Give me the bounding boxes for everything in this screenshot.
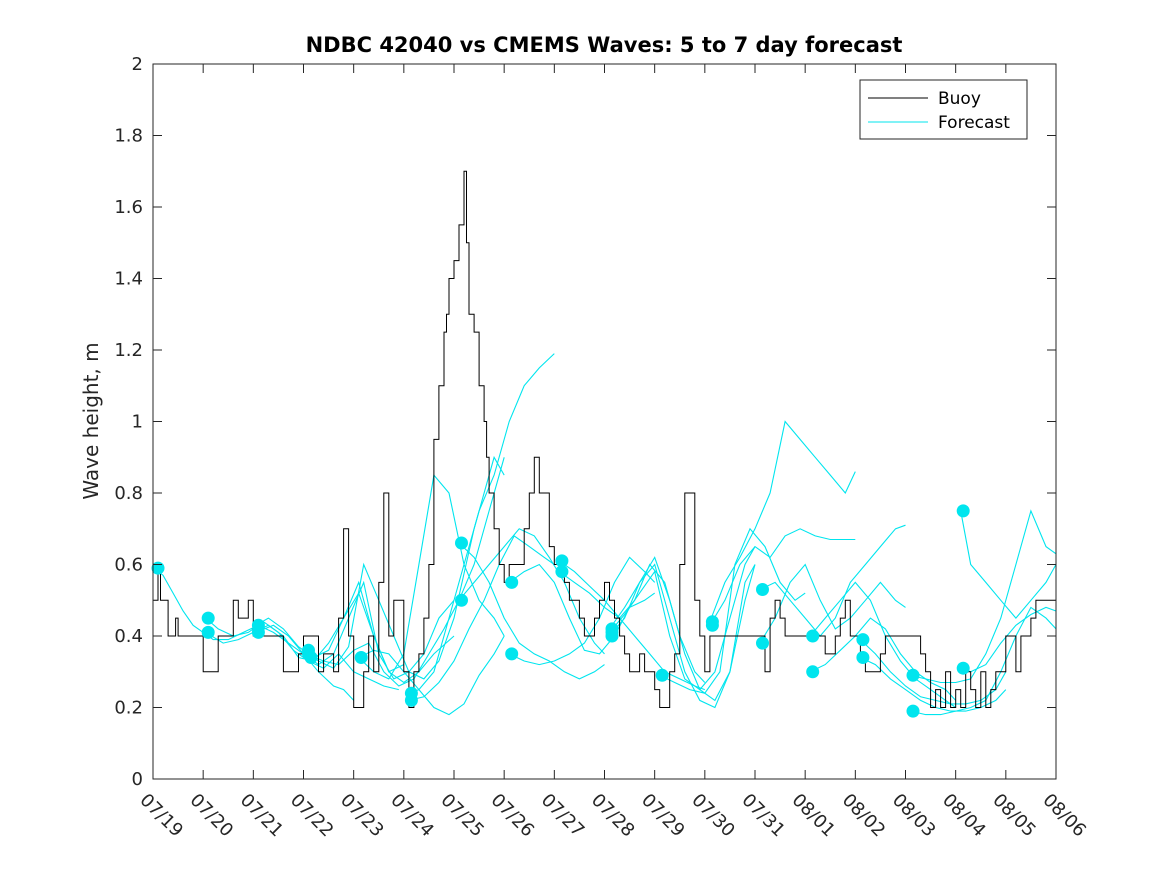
forecast-line-23 [709, 528, 856, 626]
forecast-line-20 [609, 546, 756, 691]
forecast-start-marker [906, 704, 920, 718]
forecast-start-marker [705, 618, 719, 632]
forecast-line-22 [709, 420, 856, 622]
forecast-start-marker [856, 633, 870, 647]
forecast-start-marker [756, 636, 769, 650]
forecast-line-1 [152, 567, 355, 701]
forecast-start-marker [251, 625, 265, 639]
forecast-line-30 [910, 509, 1057, 684]
y-tick-label: 0.4 [114, 626, 143, 647]
legend: Buoy Forecast [859, 79, 1028, 140]
forecast-line-21 [659, 527, 806, 694]
forecast-line-18 [609, 556, 756, 702]
y-tick-label: 1.6 [114, 197, 143, 218]
forecast-line-25 [759, 563, 906, 644]
y-tick-label: 1.8 [114, 126, 143, 147]
forecast-start-marker [956, 504, 970, 518]
y-tick-label: 1 [132, 412, 143, 433]
legend-box [859, 79, 1028, 140]
forecast-start-marker [806, 629, 820, 643]
y-tick-label: 1.2 [114, 340, 143, 361]
y-tick-label: 0.8 [114, 483, 143, 504]
forecast-line-12 [458, 542, 605, 680]
forecast-start-marker [555, 565, 569, 579]
forecast-start-marker [956, 661, 970, 675]
buoy-series-group [153, 170, 1057, 708]
forecast-start-marker [505, 575, 519, 589]
forecast-line-5 [255, 580, 455, 680]
forecast-start-marker [354, 651, 368, 664]
y-axis-ticks: 0 0.2 0.4 0.6 0.8 1 1.2 1.4 1.6 1.8 2 [114, 54, 1056, 790]
forecast-line-32 [960, 510, 1057, 619]
forecast-line-27 [809, 617, 957, 701]
forecast-line-15 [508, 563, 656, 655]
legend-buoy-label: Buoy [938, 89, 981, 109]
forecast-line-16 [558, 560, 705, 691]
forecast-start-marker [756, 583, 769, 596]
y-axis-label: Wave height, m [79, 342, 103, 499]
forecast-start-marker [455, 536, 468, 550]
forecast-line-10 [408, 353, 555, 694]
y-tick-label: 0 [132, 769, 143, 790]
forecast-start-marker [455, 593, 468, 607]
forecast-start-marker [655, 668, 669, 682]
y-tick-label: 1.4 [114, 269, 143, 290]
forecast-line-2 [205, 617, 399, 691]
buoy-line [153, 170, 1057, 708]
forecast-start-marker [906, 668, 920, 682]
forecast-line-19 [609, 563, 756, 709]
forecast-start-marker [555, 554, 569, 568]
forecast-start-marker [605, 625, 619, 639]
forecast-marker-group [151, 504, 970, 718]
chart-title: NDBC 42040 vs CMEMS Waves: 5 to 7 day fo… [306, 33, 903, 57]
forecast-start-marker [201, 625, 215, 639]
forecast-line-6 [305, 455, 505, 680]
forecast-start-marker [856, 651, 870, 664]
y-tick-label: 2 [132, 54, 143, 75]
forecast-line-8 [358, 635, 505, 716]
forecast-line-14 [508, 556, 656, 666]
y-tick-label: 0.2 [114, 698, 143, 719]
forecast-start-marker [806, 665, 820, 679]
forecast-line-11 [408, 535, 555, 701]
forecast-start-marker [304, 651, 318, 664]
legend-forecast-label: Forecast [938, 113, 1010, 133]
forecast-start-marker [201, 611, 215, 625]
forecast-line-4 [255, 591, 455, 684]
forecast-series-group [152, 353, 1057, 716]
y-tick-label: 0.6 [114, 555, 143, 576]
forecast-start-marker [505, 647, 519, 661]
forecast-line-33 [960, 606, 1057, 673]
forecast-line-7 [305, 457, 505, 687]
forecast-start-marker [404, 693, 418, 707]
